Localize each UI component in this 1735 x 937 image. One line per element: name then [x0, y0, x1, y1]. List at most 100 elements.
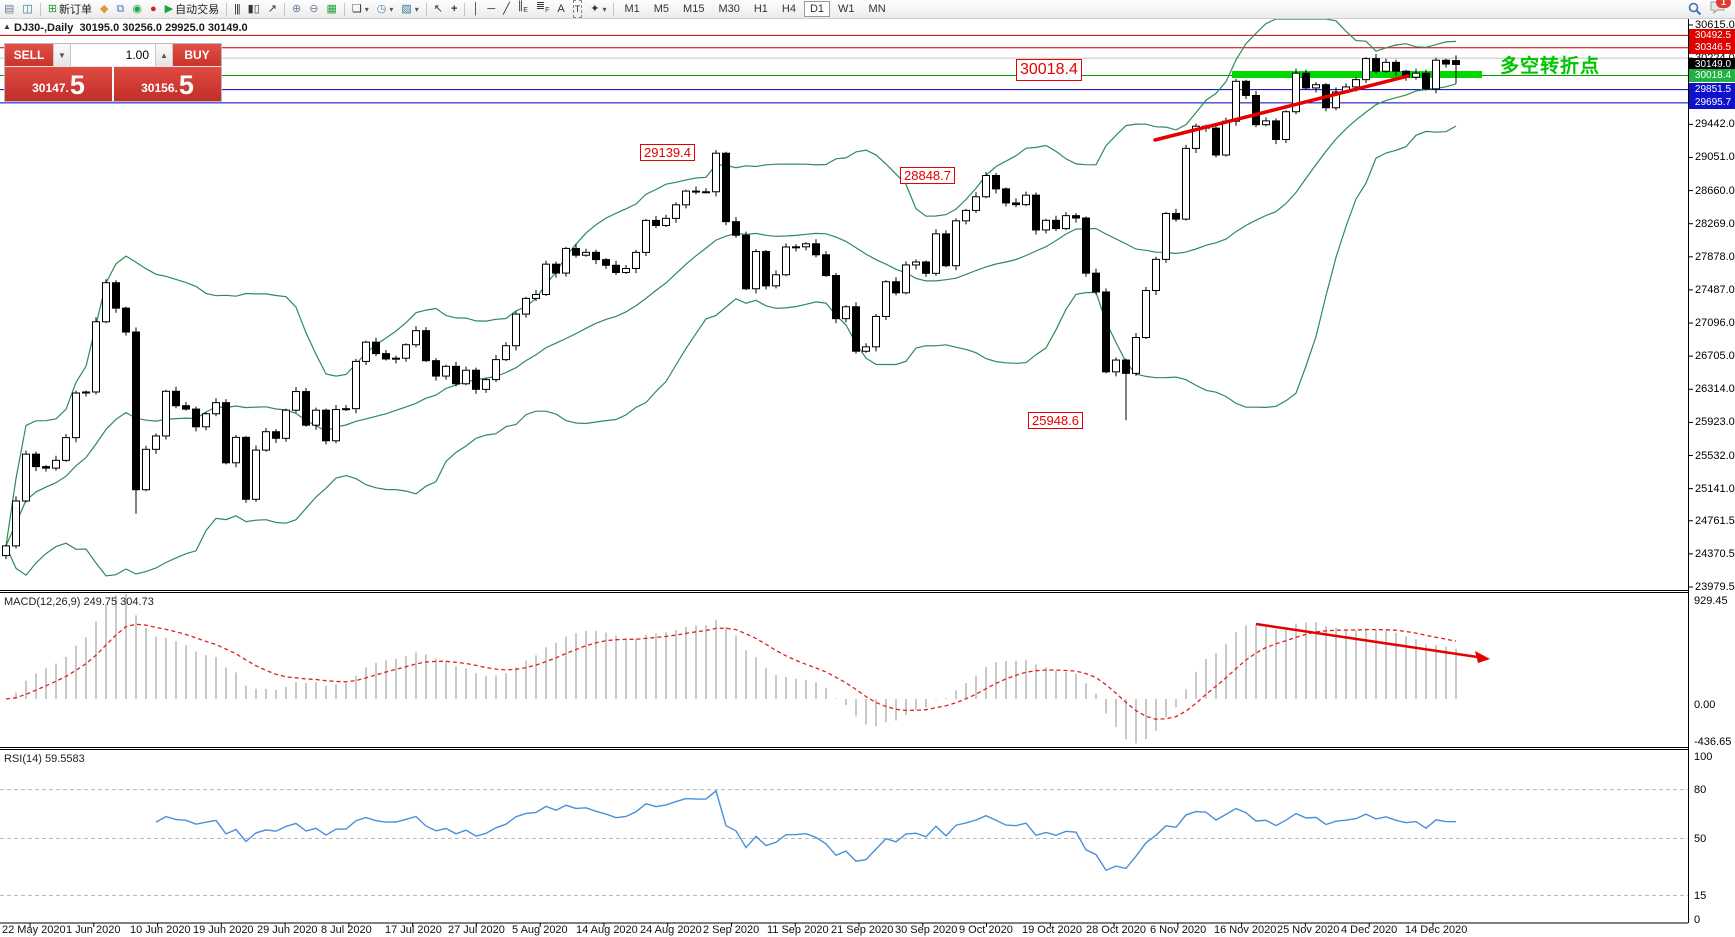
chat-unread-badge: 1: [1716, 0, 1731, 8]
timeframe-h1[interactable]: H1: [753, 3, 768, 15]
crosshair-button[interactable]: +: [447, 1, 461, 17]
bar-chart-button[interactable]: |||: [230, 1, 244, 17]
candle-body: [52, 459, 60, 469]
candle-body: [72, 392, 80, 439]
timeframe-w1[interactable]: W1: [838, 3, 855, 15]
candle-body: [902, 264, 910, 294]
candle: [962, 208, 970, 225]
candle: [752, 249, 760, 294]
macd-signal-line: [5, 623, 1457, 720]
candle-body: [252, 449, 260, 500]
vline-tool-button[interactable]: │: [468, 1, 483, 17]
candle: [1292, 68, 1300, 115]
toolbar-separator: [464, 2, 466, 16]
timeframe-m5[interactable]: M5: [653, 3, 670, 15]
candle: [1132, 332, 1140, 376]
candle: [812, 239, 820, 258]
zoom-in-button[interactable]: ⊕: [288, 1, 305, 17]
candle-body: [1162, 212, 1170, 260]
tile-windows-button[interactable]: ▦: [322, 1, 340, 17]
candle: [1162, 211, 1170, 263]
tile-windows-icon: ▦: [326, 3, 337, 15]
candle: [1302, 69, 1310, 90]
timeframe-m15[interactable]: M15: [683, 3, 705, 15]
timeframe-d1[interactable]: D1: [803, 1, 831, 17]
channel-tool-button[interactable]: ∥E: [514, 0, 532, 17]
chat-button[interactable]: 1: [1710, 0, 1731, 17]
candle-body: [912, 261, 920, 266]
fibonacci-tool-button[interactable]: ≣F: [532, 0, 554, 17]
profiles-button[interactable]: ⧉: [113, 1, 129, 17]
zoom-out-button[interactable]: ⊖: [305, 1, 322, 17]
candle-body: [242, 436, 250, 500]
candle: [832, 272, 840, 324]
candle: [242, 435, 250, 503]
candle: [992, 172, 1000, 194]
volume-input[interactable]: 1.00: [71, 44, 155, 66]
arrows-tool-button[interactable]: ✦ ▾: [586, 1, 610, 17]
candle-chart-button[interactable]: ▮▯: [244, 1, 264, 17]
candle: [592, 249, 600, 265]
text-tool-button[interactable]: A: [553, 1, 568, 17]
market-watch-button[interactable]: ▤: [0, 1, 18, 17]
volume-decrease-button[interactable]: ▼: [53, 44, 71, 66]
candle-body: [882, 281, 890, 317]
new-order-button[interactable]: ⊞ 新订单: [44, 1, 96, 17]
ask-price[interactable]: 30156. 5: [114, 67, 221, 101]
volume-increase-button[interactable]: ▲: [155, 44, 173, 66]
candle-body: [892, 281, 900, 294]
candle-body: [1172, 212, 1180, 220]
candle: [192, 406, 200, 432]
candle-body: [142, 448, 150, 491]
candle: [1022, 191, 1030, 207]
label-tool-button[interactable]: T: [569, 0, 587, 18]
timeframe-h4[interactable]: H4: [781, 3, 796, 15]
search-icon[interactable]: [1688, 2, 1702, 16]
chart-preview-button[interactable]: ◫: [18, 1, 36, 17]
signals-button[interactable]: ◉: [128, 1, 146, 17]
candle: [82, 390, 90, 397]
bid-price[interactable]: 30147. 5: [5, 67, 112, 101]
market-button[interactable]: ●: [146, 1, 161, 17]
candle-body: [1242, 80, 1250, 96]
candle: [372, 337, 380, 357]
line-chart-button[interactable]: ↗: [264, 1, 281, 17]
candle-body: [822, 254, 830, 277]
candle-body: [102, 282, 110, 323]
candle-body: [22, 453, 30, 502]
timeframe-mn[interactable]: MN: [868, 3, 886, 15]
candle: [892, 277, 900, 296]
styler-button[interactable]: ◆: [96, 1, 112, 17]
candle-body: [1312, 84, 1320, 89]
profiles-icon: ⧉: [116, 3, 125, 15]
timeframe-m30[interactable]: M30: [718, 3, 740, 15]
candle-body: [772, 274, 780, 287]
candle: [1012, 198, 1020, 208]
candle: [1062, 212, 1070, 231]
bollinger-middle: [5, 83, 1457, 547]
candle: [432, 358, 440, 381]
candle: [422, 327, 430, 363]
hline-tool-button[interactable]: ─: [483, 1, 499, 17]
trendline-tool-button[interactable]: ╱: [499, 1, 514, 17]
bollinger-upper: [5, 18, 1457, 546]
market-icon: ●: [149, 3, 157, 15]
candle: [92, 317, 100, 395]
candle-body: [212, 402, 220, 415]
candle-body: [1132, 337, 1140, 374]
cursor-button[interactable]: ↖: [430, 1, 447, 17]
sell-button[interactable]: SELL: [5, 44, 53, 66]
periods-button[interactable]: ◷ ▾: [373, 1, 398, 17]
candle-body: [672, 204, 680, 219]
timeframe-m1[interactable]: M1: [624, 3, 640, 15]
candle-body: [1272, 120, 1280, 141]
candle: [802, 242, 810, 251]
candle-body: [342, 408, 350, 411]
candle-body: [582, 251, 590, 256]
new-chart-button[interactable]: ❏ ▾: [348, 1, 373, 17]
templates-button[interactable]: ▧ ▾: [397, 1, 422, 17]
candle-body: [612, 264, 620, 273]
buy-button[interactable]: BUY: [173, 44, 221, 66]
autotrade-button[interactable]: ▶ 自动交易: [161, 1, 223, 17]
